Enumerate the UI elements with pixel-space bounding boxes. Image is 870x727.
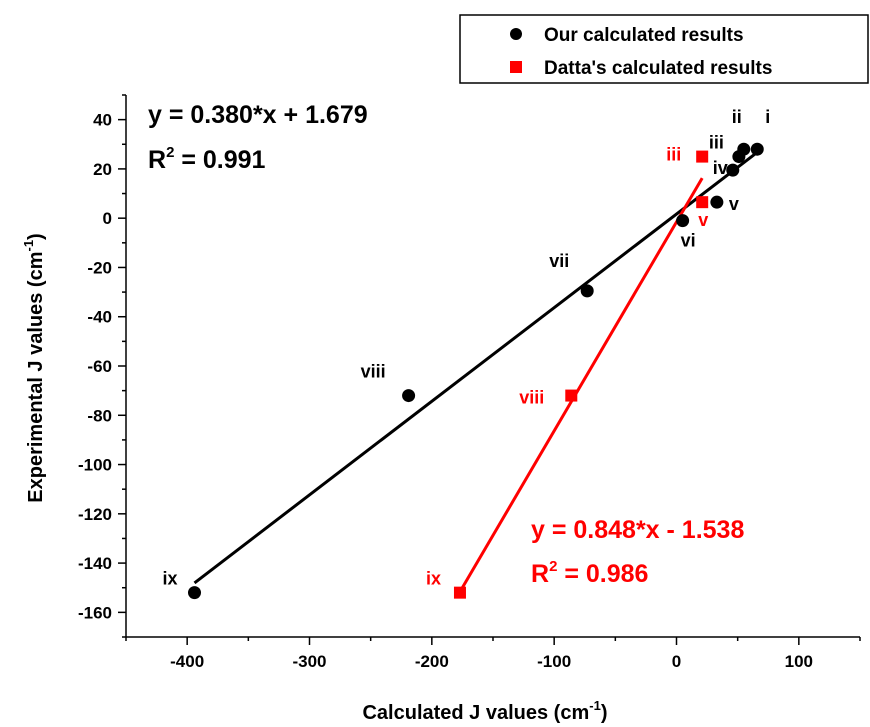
y-tick-label: -20	[87, 258, 112, 277]
black-fit-line	[193, 151, 759, 585]
y-tick-label: -80	[87, 406, 112, 425]
black-point-label: iii	[709, 133, 724, 153]
legend: Our calculated results Datta's calculate…	[459, 14, 869, 84]
red-fit-line	[458, 177, 704, 593]
black-point-label: iv	[713, 158, 728, 178]
legend-marker-our	[510, 28, 522, 40]
black-fit-equation: y = 0.380*x + 1.679	[148, 101, 368, 129]
x-tick-label: 0	[672, 652, 681, 671]
black-data-point	[402, 389, 416, 403]
black-point-label: ix	[163, 569, 178, 589]
markers	[188, 142, 764, 600]
fit-lines	[193, 151, 759, 593]
legend-label-datta: Datta's calculated results	[544, 58, 772, 79]
red-point-label: ix	[426, 569, 441, 589]
x-tick-label: -300	[292, 652, 326, 671]
black-data-point	[188, 586, 202, 600]
black-data-point	[732, 150, 746, 164]
x-axis-title: Calculated J values (cm-1)	[362, 698, 607, 724]
y-tick-label: -120	[78, 505, 112, 524]
red-point-label: viii	[519, 388, 544, 408]
black-data-point	[676, 214, 690, 228]
black-point-label: vii	[549, 251, 569, 271]
x-ticks: -400 -300 -200 -100 0 100	[125, 637, 861, 671]
y-tick-label: 40	[93, 111, 112, 130]
x-tick-label: -400	[170, 652, 204, 671]
y-axis-title-sup: -1	[21, 240, 36, 252]
red-data-point	[696, 196, 709, 209]
black-r2-value: = 0.991	[174, 146, 265, 174]
red-data-point	[565, 389, 578, 402]
y-axis-title: Experimental J values (cm-1)	[21, 233, 47, 502]
black-data-point	[726, 163, 740, 177]
black-r2-sup: 2	[166, 144, 174, 161]
black-fit-r2: R2 = 0.991	[148, 144, 266, 174]
x-tick-label: -200	[415, 652, 449, 671]
red-r2-sup: 2	[549, 558, 557, 575]
y-tick-label: 20	[93, 160, 112, 179]
black-data-point	[750, 142, 764, 156]
x-axis-title-main: Calculated J values (cm	[362, 702, 589, 724]
x-axis-title-sup: -1	[589, 698, 601, 713]
y-axis-title-end: )	[25, 233, 47, 240]
black-point-label: vi	[681, 231, 696, 251]
x-tick-label: -100	[537, 652, 571, 671]
red-r2-value: = 0.986	[557, 560, 648, 588]
x-tick-label: 100	[785, 652, 813, 671]
legend-label-our: Our calculated results	[544, 25, 744, 46]
black-point-label: viii	[361, 362, 386, 382]
black-point-label: ii	[732, 107, 742, 127]
black-data-point	[580, 284, 594, 298]
black-r2-prefix: R	[148, 146, 166, 174]
red-point-label: v	[698, 210, 708, 230]
x-axis-title-end: )	[601, 702, 608, 724]
red-fit-r2: R2 = 0.986	[531, 558, 648, 588]
black-point-label: i	[765, 107, 770, 127]
red-data-point	[696, 150, 709, 163]
y-tick-label: -100	[78, 456, 112, 475]
red-point-label: iii	[666, 145, 681, 165]
red-r2-prefix: R	[531, 560, 549, 588]
legend-frame	[459, 14, 869, 84]
y-tick-label: -40	[87, 308, 112, 327]
y-tick-label: -140	[78, 554, 112, 573]
y-ticks: 40 20 0 -20 -40 -60 -80 -100 -120 -140 -160	[78, 94, 126, 638]
black-data-point	[710, 195, 724, 209]
y-tick-label: 0	[103, 209, 112, 228]
red-data-point	[453, 586, 466, 599]
legend-marker-datta	[510, 61, 522, 73]
y-axis-title-main: Experimental J values (cm	[25, 252, 47, 503]
black-point-label: v	[729, 194, 739, 214]
y-tick-label: -160	[78, 603, 112, 622]
y-tick-label: -60	[87, 357, 112, 376]
red-fit-equation: y = 0.848*x - 1.538	[531, 516, 744, 544]
